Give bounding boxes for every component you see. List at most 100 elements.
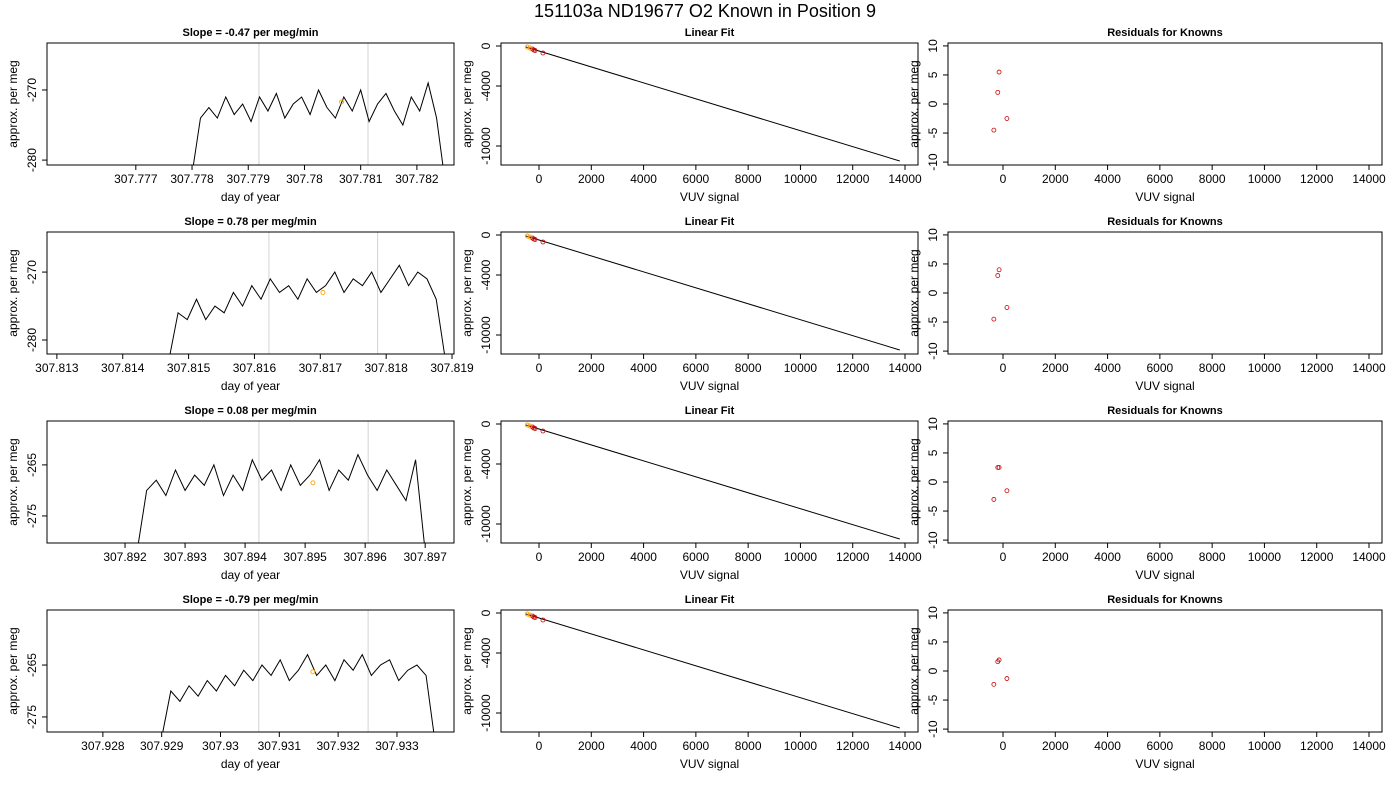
y-tick-label: -270 xyxy=(25,260,39,284)
y-tick-label: 10 xyxy=(926,606,940,620)
point xyxy=(991,681,997,687)
x-tick-label: 307.816 xyxy=(233,361,277,375)
y-tick-label: 10 xyxy=(926,39,940,53)
x-tick-label: 10000 xyxy=(1248,361,1282,375)
x-tick-label: 0 xyxy=(1000,550,1007,564)
panel-title: Linear Fit xyxy=(685,216,735,228)
y-axis-label: approx. per meg xyxy=(6,60,20,147)
plot-frame xyxy=(947,42,1383,166)
x-axis-label: day of year xyxy=(221,568,280,582)
x-tick-label: 307.778 xyxy=(170,172,214,186)
x-axis-label: VUV signal xyxy=(680,190,739,204)
x-tick-label: 2000 xyxy=(578,361,605,375)
y-tick-label: 5 xyxy=(926,71,940,78)
highlight-point xyxy=(527,423,533,429)
point xyxy=(532,426,538,431)
highlight-point xyxy=(320,290,326,295)
plot-frame xyxy=(500,420,919,544)
plot-frame xyxy=(46,420,455,544)
point xyxy=(530,424,535,430)
panel-title: Linear Fit xyxy=(685,27,735,39)
x-tick-label: 307.818 xyxy=(364,361,408,375)
x-tick-label: 12000 xyxy=(1300,739,1334,753)
point xyxy=(1004,488,1010,494)
y-tick-label: -280 xyxy=(25,148,39,172)
point xyxy=(530,613,535,619)
plot-area xyxy=(192,43,444,165)
panel: Linear Fit VUV signal approx. per meg 0 2000… xyxy=(460,216,922,393)
plot-frame xyxy=(500,231,919,355)
point xyxy=(1004,116,1010,121)
x-tick-label: 4000 xyxy=(630,739,657,753)
highlight-point xyxy=(524,233,530,239)
y-axis-label: approx. per meg xyxy=(907,249,921,336)
y-tick-label: -10 xyxy=(926,720,940,738)
x-tick-label: 2000 xyxy=(1042,172,1069,186)
highlight-point xyxy=(310,480,316,486)
x-tick-label: 14000 xyxy=(888,739,922,753)
x-tick-label: 307.892 xyxy=(103,550,147,564)
x-tick-label: 307.93 xyxy=(202,739,239,753)
x-tick-label: 0 xyxy=(536,172,543,186)
x-tick-label: 6000 xyxy=(683,172,710,186)
y-axis-label: approx. per meg xyxy=(460,249,474,336)
x-tick-label: 10000 xyxy=(1248,739,1282,753)
x-tick-label: 8000 xyxy=(735,172,762,186)
highlight-point xyxy=(310,669,316,675)
y-axis-label: approx. per meg xyxy=(6,438,20,525)
panel-title: Slope = 0.78 per meg/min xyxy=(184,216,317,228)
point xyxy=(540,428,546,434)
panel: Linear Fit VUV signal approx. per meg 0 2000… xyxy=(460,27,922,204)
y-axis-label: approx. per meg xyxy=(907,627,921,714)
x-tick-label: 0 xyxy=(536,739,543,753)
y-axis-label: approx. per meg xyxy=(6,627,20,714)
x-axis-label: day of year xyxy=(221,379,280,393)
x-tick-label: 307.782 xyxy=(395,172,439,186)
y-tick-label: 0 xyxy=(479,231,493,238)
x-tick-label: 2000 xyxy=(1042,739,1069,753)
x-tick-label: 8000 xyxy=(735,361,762,375)
plot-area xyxy=(162,610,435,732)
x-axis-label: VUV signal xyxy=(680,568,739,582)
y-tick-label: -5 xyxy=(926,316,940,327)
x-tick-label: 12000 xyxy=(1300,361,1334,375)
point xyxy=(996,465,1002,470)
y-tick-label: 0 xyxy=(479,420,493,427)
highlight-point xyxy=(527,234,533,240)
x-tick-label: 4000 xyxy=(1094,739,1121,753)
plot-frame xyxy=(500,42,919,166)
x-axis-label: day of year xyxy=(221,757,280,771)
x-tick-label: 2000 xyxy=(578,172,605,186)
point xyxy=(996,69,1002,75)
y-tick-label: -275 xyxy=(25,504,39,528)
x-tick-label: 4000 xyxy=(630,172,657,186)
x-tick-label: 12000 xyxy=(836,172,870,186)
y-axis-label: approx. per meg xyxy=(460,627,474,714)
y-axis-label: approx. per meg xyxy=(907,60,921,147)
x-tick-label: 14000 xyxy=(888,550,922,564)
x-axis-label: VUV signal xyxy=(680,757,739,771)
y-tick-label: -265 xyxy=(25,653,39,677)
highlight-point xyxy=(339,99,345,105)
point xyxy=(996,267,1002,273)
point xyxy=(991,316,997,322)
x-tick-label: 6000 xyxy=(1147,172,1174,186)
highlight-point xyxy=(527,612,533,618)
point xyxy=(1004,676,1010,681)
x-tick-label: 307.928 xyxy=(81,739,125,753)
y-tick-label: -10 xyxy=(926,531,940,549)
panel: Residuals for Knowns VUV signal approx. pe… xyxy=(907,594,1386,771)
plot-frame xyxy=(500,609,919,733)
x-tick-label: 307.933 xyxy=(375,739,419,753)
x-tick-label: 307.815 xyxy=(167,361,211,375)
point xyxy=(540,617,546,623)
y-axis-label: approx. per meg xyxy=(460,438,474,525)
point xyxy=(532,48,538,53)
x-tick-label: 8000 xyxy=(1199,550,1226,564)
plot-area xyxy=(169,232,445,354)
x-tick-label: 307.931 xyxy=(258,739,302,753)
x-tick-label: 4000 xyxy=(630,550,657,564)
x-tick-label: 10000 xyxy=(784,739,818,753)
point xyxy=(532,615,538,620)
